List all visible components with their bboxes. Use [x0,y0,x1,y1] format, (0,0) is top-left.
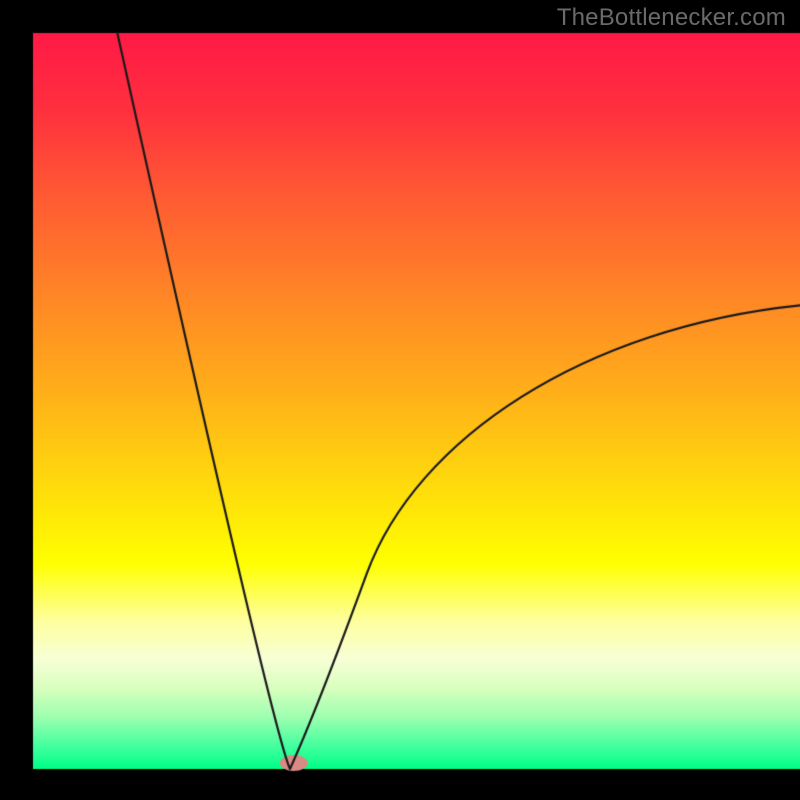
chart-frame: TheBottlenecker.com [0,0,800,800]
bottleneck-curve-chart [0,0,800,800]
